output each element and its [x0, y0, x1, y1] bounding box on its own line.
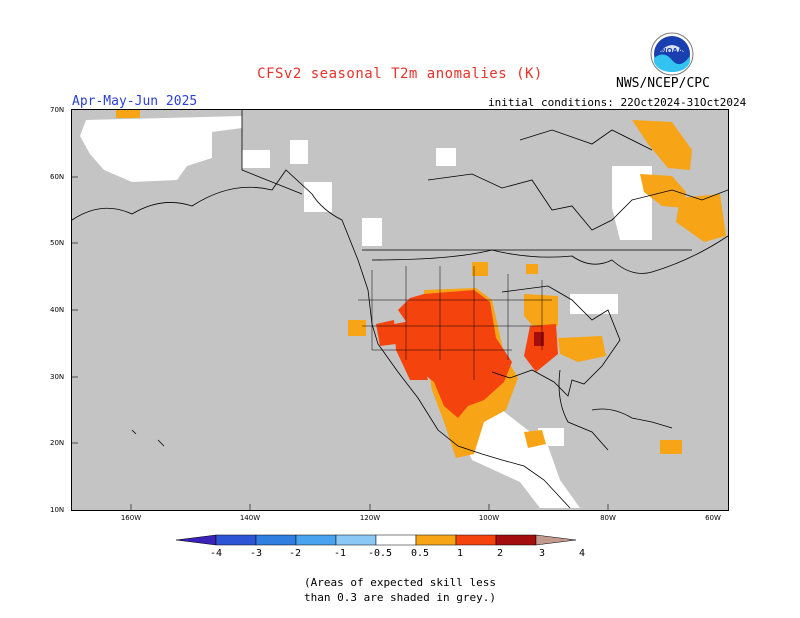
map-title: CFSv2 seasonal T2m anomalies (K) [257, 66, 543, 82]
colorbar-swatch [375, 534, 417, 546]
agency-label: NWS/NCEP/CPC [616, 76, 710, 91]
lat-tick-70n: 70N [50, 106, 65, 114]
colorbar-swatch [215, 534, 257, 546]
lat-tick-50n: 50N [50, 239, 65, 247]
colorbar: -4 -3 -2 -1 -0.5 0.5 1 2 3 4 [175, 534, 585, 559]
lon-tick-140w: 140W [239, 514, 261, 522]
forecast-period: Apr-May-Jun 2025 [72, 94, 198, 109]
initial-conditions: initial conditions: 22Oct2024-31Oct2024 [488, 96, 747, 109]
lon-tick-120w: 120W [359, 514, 381, 522]
lat-tick-40n: 40N [50, 306, 65, 314]
noaa-logo: NOAA [650, 32, 694, 76]
neutral-regions [80, 116, 652, 508]
colorbar-swatch [495, 534, 537, 546]
colorbar-label: -0.5 [368, 548, 392, 559]
anomaly-0-5-to-1 [116, 110, 726, 458]
colorbar-swatch [255, 534, 297, 546]
state-borders [358, 266, 552, 380]
colorbar-arrow-high [535, 534, 577, 546]
lon-tick-60w: 60W [705, 514, 721, 522]
grid-ticks [72, 176, 609, 510]
colorbar-swatch [295, 534, 337, 546]
colorbar-label: -4 [210, 548, 222, 559]
colorbar-label: 0.5 [411, 548, 429, 559]
colorbar-swatch [415, 534, 457, 546]
lat-tick-30n: 30N [50, 373, 65, 381]
lat-tick-10n: 10N [50, 506, 65, 514]
colorbar-label: 3 [539, 548, 545, 559]
colorbar-swatch [455, 534, 497, 546]
colorbar-label: -3 [250, 548, 262, 559]
lat-tick-20n: 20N [50, 439, 65, 447]
colorbar-label: -1 [334, 548, 346, 559]
lon-tick-80w: 80W [600, 514, 616, 522]
colorbar-label: -2 [289, 548, 301, 559]
lon-tick-160w: 160W [120, 514, 142, 522]
lat-tick-60n: 60N [50, 173, 65, 181]
colorbar-labels: -4 -3 -2 -1 -0.5 0.5 1 2 3 4 [210, 548, 585, 559]
colorbar-label: 4 [579, 548, 585, 559]
map-graphic [72, 110, 728, 510]
colorbar-swatch [335, 534, 377, 546]
skill-note-line1: (Areas of expected skill less [303, 576, 497, 589]
colorbar-swatches [175, 534, 577, 546]
coastlines [72, 110, 728, 509]
anomaly-1-to-2 [376, 290, 558, 418]
lon-tick-100w: 100W [478, 514, 500, 522]
skill-note-line2: than 0.3 are shaded in grey.) [303, 591, 497, 604]
anomaly-2-to-3 [534, 332, 544, 346]
anomaly-map [71, 109, 729, 511]
colorbar-label: 2 [497, 548, 503, 559]
colorbar-label: 1 [457, 548, 463, 559]
svg-text:NOAA: NOAA [661, 47, 684, 55]
colorbar-arrow-low [175, 534, 217, 546]
